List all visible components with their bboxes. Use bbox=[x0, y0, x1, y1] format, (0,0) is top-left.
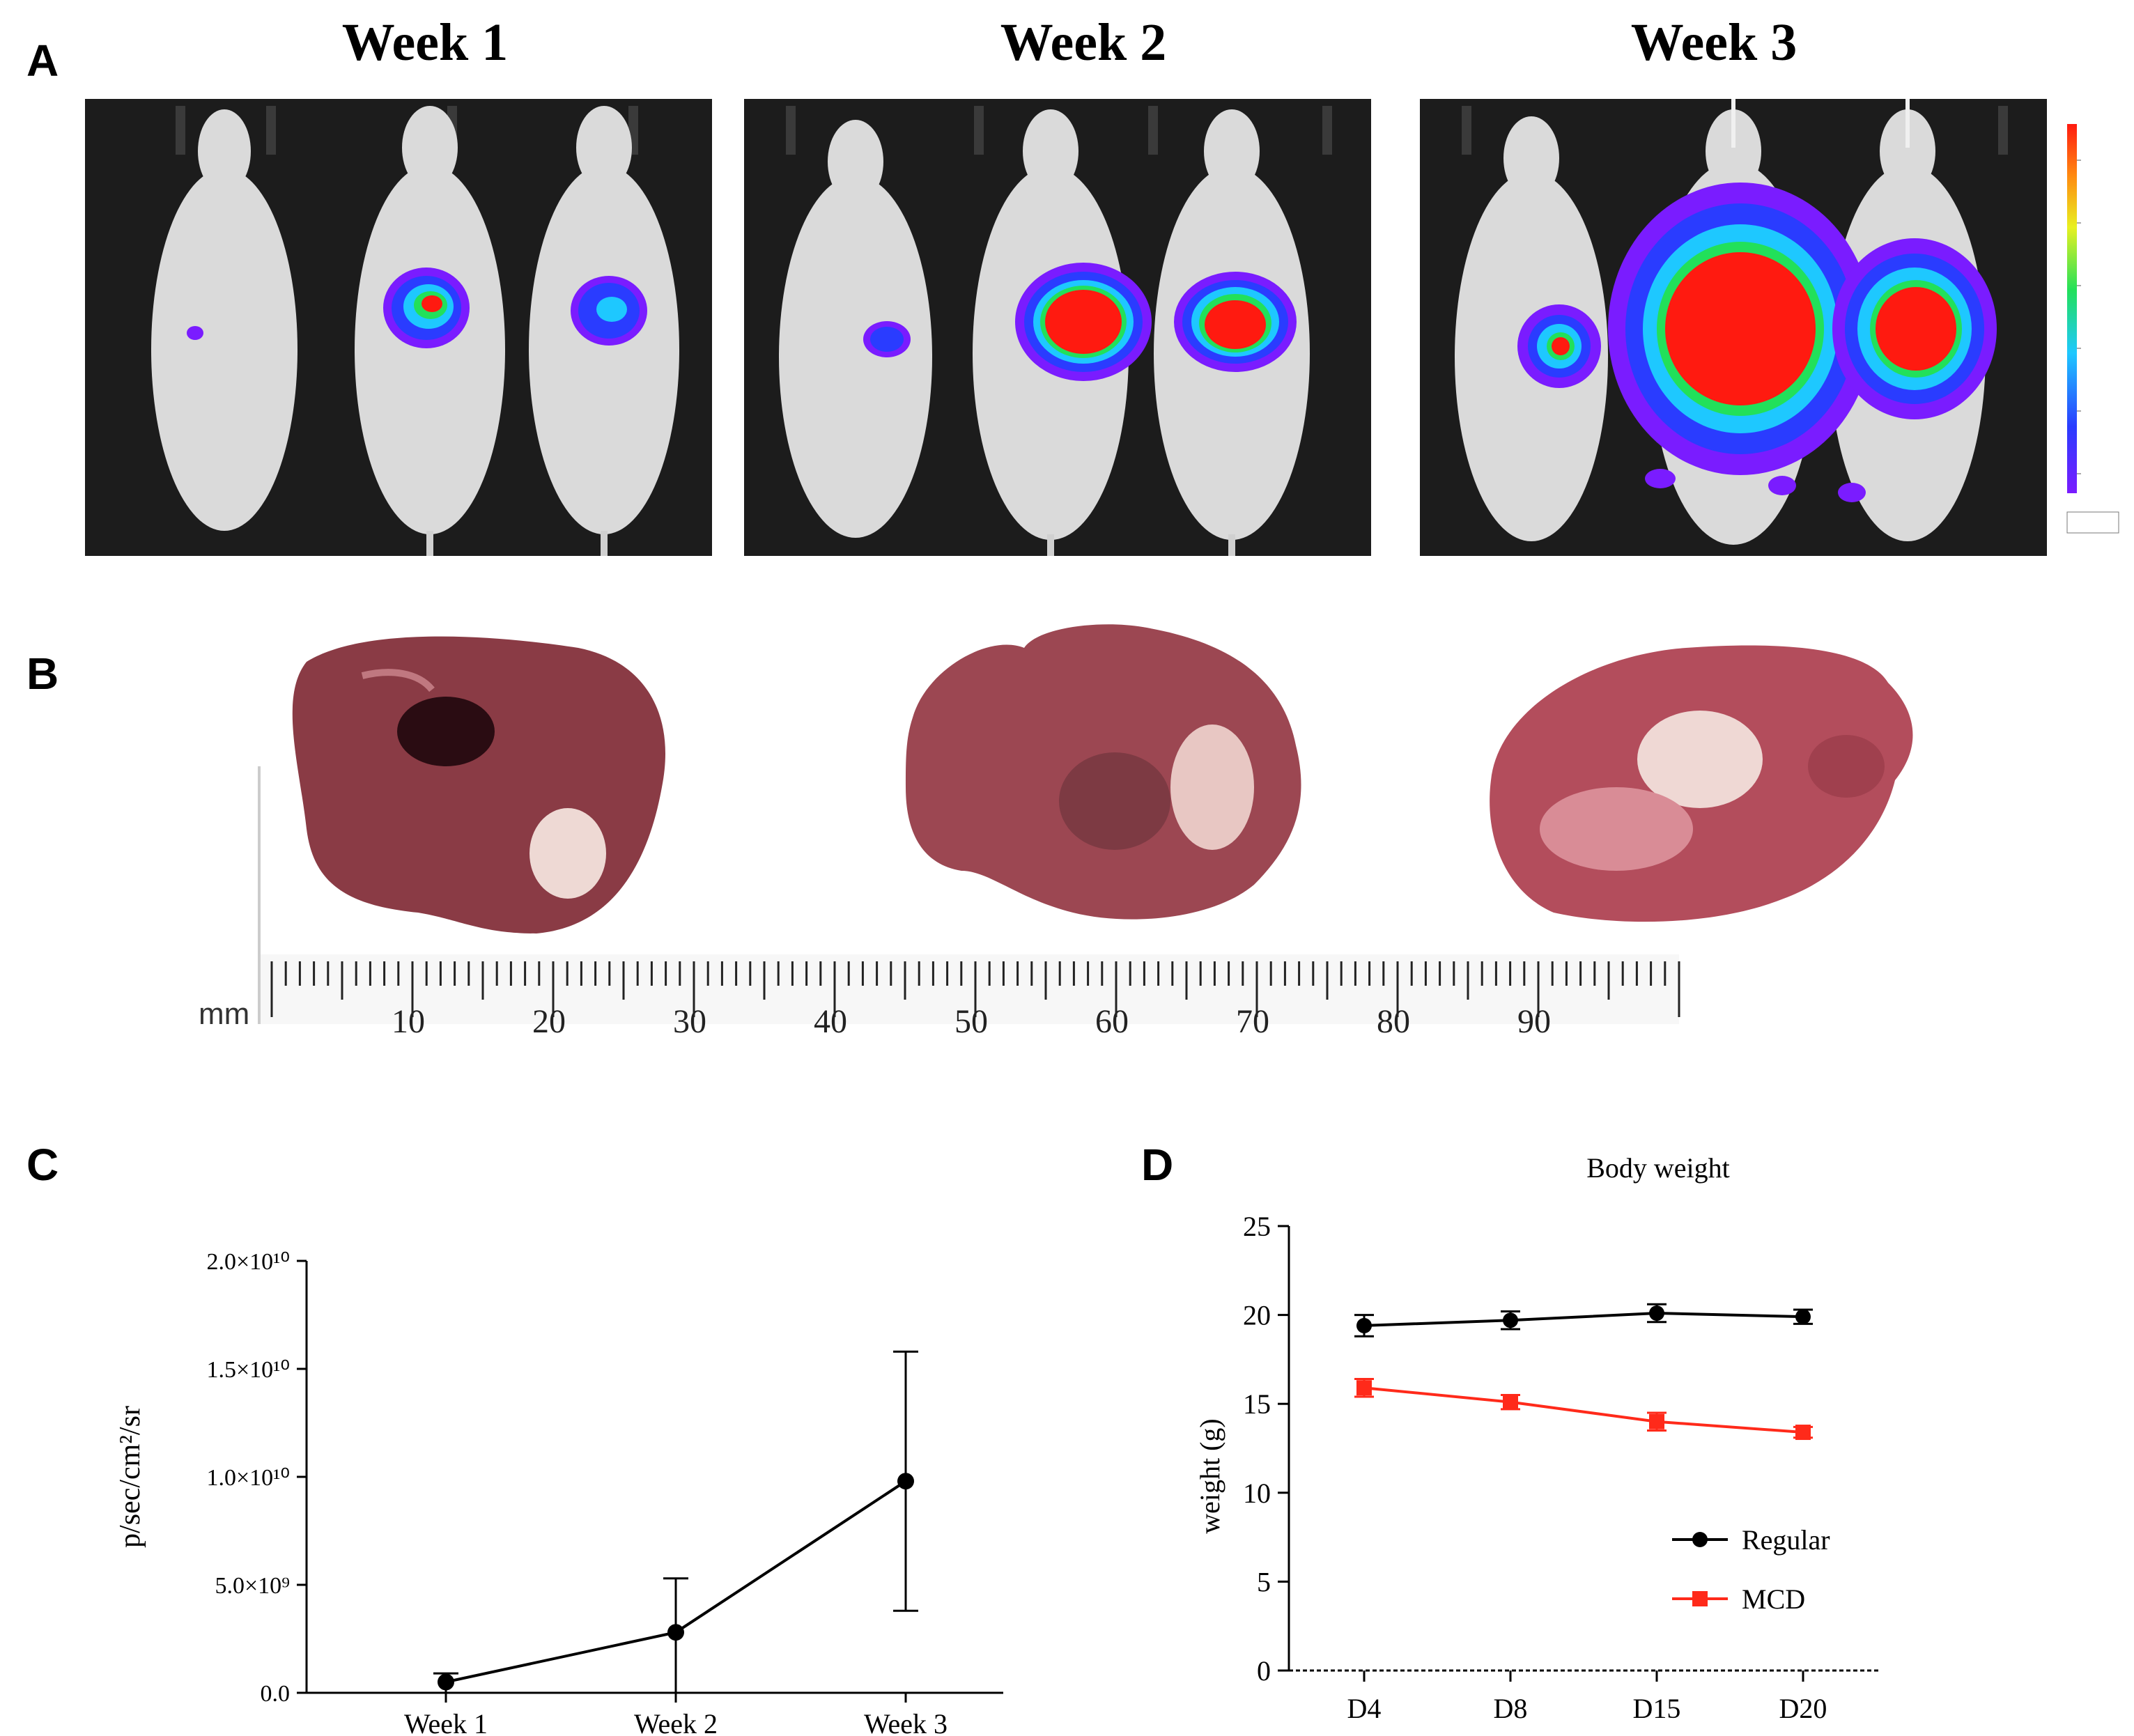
legend-marker bbox=[1692, 1532, 1708, 1547]
y-axis-label: weight (g) bbox=[1194, 1418, 1225, 1534]
data-point bbox=[1649, 1305, 1664, 1322]
series-line-mcd bbox=[1363, 1386, 1804, 1434]
y-tick-label: 15 bbox=[1243, 1388, 1271, 1420]
x-tick-label: D20 bbox=[1779, 1693, 1827, 1724]
liver-photo-panel: mm 10 20 30 40 50 60 70 80 90 bbox=[199, 624, 1913, 1040]
y-tick-label: 5.0×10⁹ bbox=[215, 1573, 290, 1599]
week-3-title: Week 3 bbox=[1630, 13, 1797, 72]
ruler-label: 70 bbox=[1236, 1003, 1269, 1040]
legend-marker bbox=[1692, 1591, 1708, 1606]
week-3-imaging bbox=[1420, 99, 2047, 556]
data-point bbox=[1795, 1425, 1811, 1441]
x-tick-label: Week 1 bbox=[404, 1708, 488, 1736]
data-point bbox=[1356, 1380, 1372, 1396]
panel-label-a: A bbox=[26, 36, 59, 86]
y-tick-label: 2.0×10¹⁰ bbox=[207, 1249, 291, 1275]
x-tick-label: Week 2 bbox=[634, 1708, 718, 1736]
week-2-title: Week 2 bbox=[1000, 13, 1167, 72]
week-2-imaging bbox=[744, 99, 1371, 556]
x-tick-label: D8 bbox=[1494, 1693, 1528, 1724]
ruler-label: 20 bbox=[532, 1003, 566, 1040]
ruler-label: 50 bbox=[954, 1003, 988, 1040]
ruler-label: 90 bbox=[1517, 1003, 1551, 1040]
legend-label: Regular bbox=[1742, 1524, 1830, 1556]
liver-specimen-week-2 bbox=[906, 624, 1301, 920]
chart-luminescence: 0.0 5.0×10⁹ 1.0×10¹⁰ 1.5×10¹⁰ 2.0×10¹⁰ Week 1… bbox=[114, 1249, 1003, 1736]
data-point bbox=[1356, 1317, 1372, 1333]
ruler bbox=[258, 954, 1679, 1024]
liver-specimen-week-1 bbox=[292, 636, 665, 933]
week-1-imaging bbox=[85, 99, 712, 556]
x-tick-label: D4 bbox=[1347, 1693, 1382, 1724]
ruler-unit: mm bbox=[199, 997, 249, 1031]
liver-specimen-week-3 bbox=[1490, 645, 1913, 922]
x-tick-label: D15 bbox=[1633, 1693, 1681, 1724]
ruler-label: 60 bbox=[1095, 1003, 1129, 1040]
signal-spot bbox=[863, 263, 1297, 381]
y-tick-label: 1.0×10¹⁰ bbox=[207, 1465, 291, 1491]
data-point bbox=[438, 1673, 454, 1691]
y-axis-label: p/sec/cm²/sr bbox=[114, 1406, 146, 1548]
signal-spot bbox=[1517, 183, 1997, 502]
ruler-ticks bbox=[270, 961, 1680, 1017]
series-line-regular bbox=[1363, 1312, 1804, 1327]
ruler-label: 30 bbox=[673, 1003, 706, 1040]
chart-d-title: Body weight bbox=[1586, 1152, 1730, 1184]
panel-label-c: C bbox=[26, 1140, 59, 1190]
y-tick-label: 5 bbox=[1257, 1566, 1271, 1597]
data-point bbox=[897, 1473, 914, 1490]
x-tick-label: Week 3 bbox=[864, 1708, 948, 1736]
y-tick-label: 25 bbox=[1243, 1211, 1271, 1242]
data-point bbox=[1649, 1413, 1664, 1429]
y-tick-label: 0 bbox=[1257, 1655, 1271, 1687]
week-1-title: Week 1 bbox=[341, 13, 509, 72]
y-tick-label: 0.0 bbox=[261, 1681, 291, 1707]
data-point bbox=[667, 1624, 684, 1641]
ruler-label: 80 bbox=[1377, 1003, 1410, 1040]
y-tick-label: 20 bbox=[1243, 1300, 1271, 1331]
chart-body-weight: Body weight 0 5 10 15 20 25 D4 D8 D15 D20 weight (… bbox=[1194, 1152, 1881, 1724]
y-tick-label: 10 bbox=[1243, 1478, 1271, 1509]
data-point bbox=[1503, 1394, 1518, 1410]
luminescence-colorbar bbox=[2066, 124, 2119, 534]
signal-spot bbox=[187, 268, 647, 348]
data-point bbox=[1503, 1312, 1518, 1328]
ruler-label: 10 bbox=[392, 1003, 425, 1040]
panel-label-b: B bbox=[26, 649, 59, 699]
data-point bbox=[1795, 1309, 1811, 1325]
panel-label-d: D bbox=[1141, 1140, 1174, 1190]
legend-label: MCD bbox=[1742, 1583, 1805, 1615]
ruler-label: 40 bbox=[814, 1003, 847, 1040]
y-tick-label: 1.5×10¹⁰ bbox=[207, 1357, 291, 1383]
mouse-body bbox=[151, 106, 679, 534]
